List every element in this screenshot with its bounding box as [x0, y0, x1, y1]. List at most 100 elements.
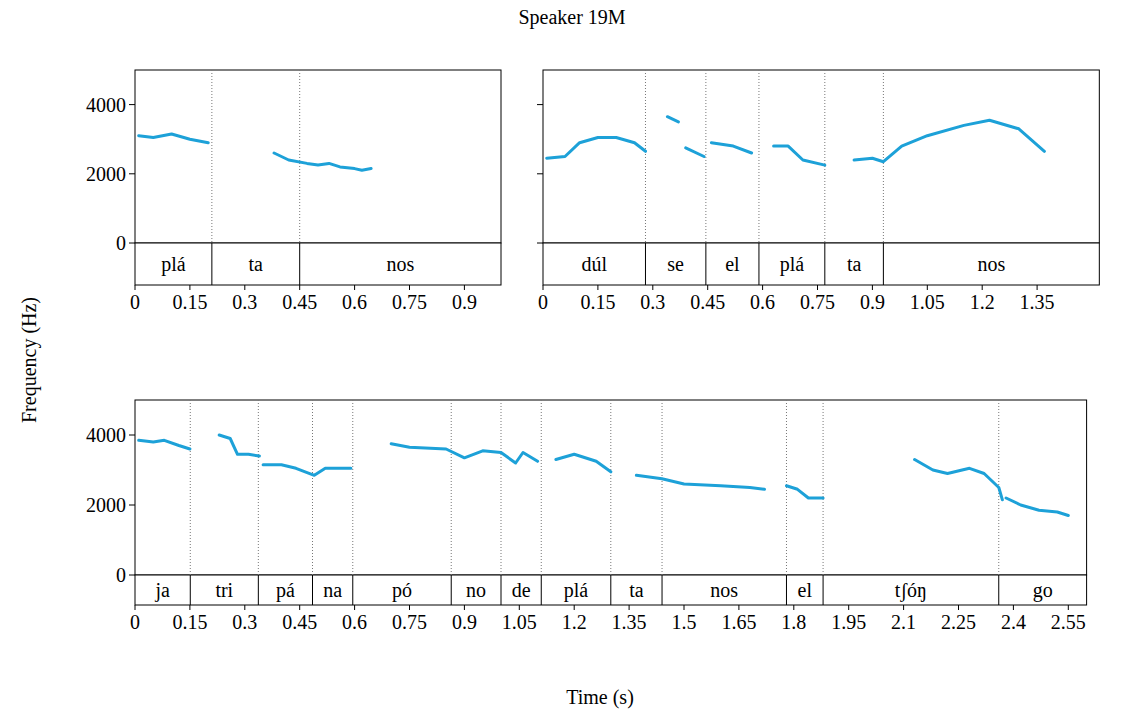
- x-tick: [244, 605, 245, 610]
- segment-label: nos: [710, 579, 738, 601]
- x-tick: [519, 605, 520, 610]
- segment-label: ja: [154, 579, 170, 602]
- x-tick-label: 1.2: [562, 611, 587, 633]
- tier-boundary: [824, 243, 825, 285]
- segment-label: el: [798, 579, 813, 601]
- segment-boundary: [662, 400, 663, 575]
- segment-label: no: [466, 579, 486, 601]
- x-tick: [817, 285, 818, 290]
- x-tick-label: 2.4: [1001, 611, 1026, 633]
- panel: jatripánapónodeplátanoseltʃóŋgo00.150.30…: [86, 400, 1087, 633]
- x-tick-label: 0: [130, 611, 140, 633]
- segment-label: pá: [276, 579, 295, 602]
- panel: plátanos00.150.30.450.60.750.9020004000: [86, 70, 501, 313]
- segment-boundary: [758, 70, 759, 243]
- tier-frame: [135, 575, 1087, 605]
- x-tick: [927, 285, 928, 290]
- x-tick-label: 1.2: [970, 291, 995, 313]
- segment-boundary: [645, 70, 646, 243]
- plot-frame: [543, 70, 1099, 243]
- segment-label: ta: [629, 579, 644, 601]
- x-tick: [409, 605, 410, 610]
- segment-boundary: [299, 70, 300, 243]
- tier-boundary: [451, 575, 452, 605]
- x-tick: [848, 605, 849, 610]
- x-tick-label: 0.9: [860, 291, 885, 313]
- segment-label: plá: [780, 253, 805, 276]
- tier-boundary: [662, 575, 663, 605]
- x-tick: [244, 285, 245, 290]
- x-tick-label: 0.45: [690, 291, 725, 313]
- segment-label: tri: [215, 579, 233, 601]
- x-tick: [299, 285, 300, 290]
- x-tick: [354, 605, 355, 610]
- tier-boundary: [823, 575, 824, 605]
- tier-frame: [543, 243, 1099, 285]
- contour-line: [139, 134, 371, 170]
- x-tick-label: 0.6: [342, 611, 367, 633]
- y-tick: [537, 173, 543, 174]
- x-tick: [464, 285, 465, 290]
- x-tick: [597, 285, 598, 290]
- plot-frame: [135, 70, 501, 243]
- x-tick-label: 0.45: [282, 291, 317, 313]
- x-tick-label: 2.55: [1051, 611, 1086, 633]
- segment-boundary: [501, 400, 502, 575]
- y-tick-label: 2000: [86, 163, 126, 185]
- segment-boundary: [451, 400, 452, 575]
- tier-boundary: [501, 575, 502, 605]
- tier-boundary: [786, 575, 787, 605]
- x-tick-label: 0.15: [172, 291, 207, 313]
- x-tick: [189, 605, 190, 610]
- x-tick-label: 0.6: [750, 291, 775, 313]
- tier-boundary: [610, 575, 611, 605]
- x-tick-label: 0.15: [172, 611, 207, 633]
- x-tick: [793, 605, 794, 610]
- x-tick: [958, 605, 959, 610]
- segment-label: go: [1033, 579, 1053, 602]
- x-tick-label: 0.45: [282, 611, 317, 633]
- figure: Speaker 19M Frequency (Hz) Time (s) plá ta no…: [0, 0, 1144, 719]
- segment-boundary: [312, 400, 313, 575]
- x-axis-label: Time (s): [566, 686, 634, 709]
- x-tick: [299, 605, 300, 610]
- x-tick-label: 2.25: [941, 611, 976, 633]
- segment-boundary: [541, 400, 542, 575]
- tier-boundary: [645, 243, 646, 285]
- x-tick-label: 0.9: [452, 611, 477, 633]
- segment-boundary: [211, 70, 212, 243]
- x-tick: [574, 605, 575, 610]
- contour-line: [139, 435, 1069, 516]
- y-tick: [129, 104, 135, 105]
- tier-boundary: [312, 575, 313, 605]
- segment-boundary: [610, 400, 611, 575]
- x-tick: [982, 285, 983, 290]
- x-tick-label: 1.95: [831, 611, 866, 633]
- x-tick-label: 2.1: [891, 611, 916, 633]
- x-tick-label: 0: [538, 291, 548, 313]
- x-tick-label: 0.75: [800, 291, 835, 313]
- y-tick: [129, 505, 135, 506]
- segment-boundary: [824, 70, 825, 243]
- y-tick: [129, 243, 135, 244]
- y-tick: [537, 104, 543, 105]
- contour-group: [139, 435, 1069, 516]
- x-tick: [1037, 285, 1038, 290]
- x-tick: [762, 285, 763, 290]
- x-tick-label: 1.35: [612, 611, 647, 633]
- y-tick: [537, 243, 543, 244]
- y-tick-label: 2000: [86, 494, 126, 516]
- tier-boundary: [258, 575, 259, 605]
- segment-label: dúl: [581, 253, 607, 275]
- segment-label: el: [725, 253, 740, 275]
- x-tick-label: 0.15: [580, 291, 615, 313]
- y-axis-label: Frequency (Hz): [18, 297, 41, 423]
- y-tick-label: 4000: [86, 94, 126, 116]
- x-tick-label: 0.3: [232, 291, 257, 313]
- segment-label: plá: [564, 579, 589, 602]
- y-tick-label: 4000: [86, 424, 126, 446]
- segment-boundary: [823, 400, 824, 575]
- x-tick: [409, 285, 410, 290]
- title: Speaker 19M: [518, 6, 625, 29]
- x-tick: [707, 285, 708, 290]
